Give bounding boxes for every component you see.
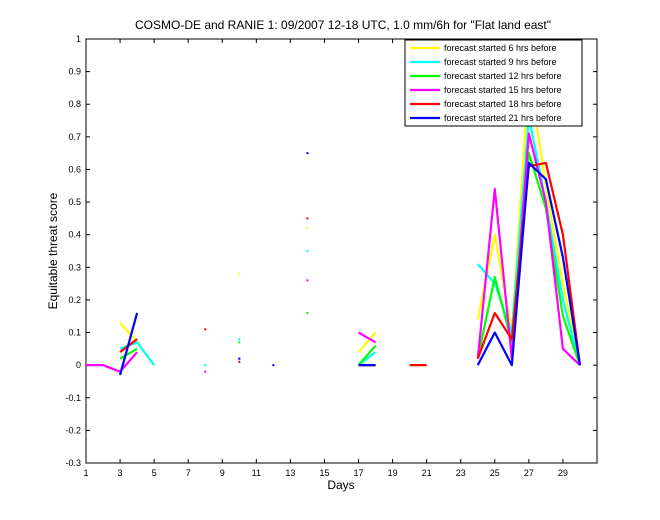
x-tick-label: 27 xyxy=(524,468,534,478)
x-axis-label: Days xyxy=(327,478,354,492)
x-tick-label: 21 xyxy=(422,468,432,478)
x-tick-label: 15 xyxy=(319,468,329,478)
series-point xyxy=(204,328,207,331)
y-tick-label: 0.8 xyxy=(68,99,81,109)
series-line xyxy=(357,344,377,366)
y-tick-label: 0.6 xyxy=(68,164,81,174)
y-axis-ticks: -0.3 -0.2 -0.1 0 0.1 0.2 0.3 0.4 0.5 0.6 0.7 0.8 0.9… xyxy=(65,34,597,468)
y-tick-label: 0.3 xyxy=(68,262,81,272)
y-tick-label: 0.2 xyxy=(68,295,81,305)
series-6 xyxy=(119,152,582,376)
x-tick-label: 5 xyxy=(152,468,157,478)
y-tick-label: 1 xyxy=(76,34,81,44)
x-tick-label: 1 xyxy=(83,468,88,478)
series-line xyxy=(476,152,582,366)
x-tick-label: 9 xyxy=(220,468,225,478)
y-tick-label: 0.5 xyxy=(68,197,81,207)
legend-label: forecast started 6 hrs before xyxy=(444,43,557,53)
series-line xyxy=(476,132,581,366)
x-tick-label: 13 xyxy=(285,468,295,478)
series-point xyxy=(306,279,309,282)
x-tick-label: 23 xyxy=(456,468,466,478)
legend-box xyxy=(404,39,583,127)
series-line xyxy=(86,351,138,373)
x-tick-label: 17 xyxy=(354,468,364,478)
y-tick-label: 0.7 xyxy=(68,132,81,142)
legend-label: forecast started 9 hrs before xyxy=(444,57,557,67)
x-tick-label: 19 xyxy=(388,468,398,478)
series-point xyxy=(272,364,275,367)
x-tick-label: 25 xyxy=(490,468,500,478)
y-tick-label: 0.1 xyxy=(68,328,81,338)
series-point xyxy=(306,217,309,220)
series-line xyxy=(119,312,139,376)
series-point xyxy=(238,360,241,363)
y-tick-label: -0.2 xyxy=(65,425,81,435)
y-tick-label: -0.3 xyxy=(65,458,81,468)
y-tick-label: 0.9 xyxy=(68,67,81,77)
series-point xyxy=(238,341,241,344)
series-line xyxy=(357,331,377,353)
y-tick-label: 0.4 xyxy=(68,230,81,240)
series-point xyxy=(306,250,309,252)
legend-label: forecast started 15 hrs before xyxy=(444,85,562,95)
y-tick-label: 0 xyxy=(76,360,81,370)
series-point xyxy=(238,338,241,341)
series-point xyxy=(238,357,241,360)
x-tick-label: 11 xyxy=(252,468,261,478)
legend-label: forecast started 12 hrs before xyxy=(444,71,562,81)
y-tick-label: -0.1 xyxy=(65,393,81,403)
chart-title: COSMO-DE and RANIE 1: 09/2007 12-18 UTC,… xyxy=(135,18,551,32)
x-tick-label: 3 xyxy=(118,468,123,478)
series-line xyxy=(357,331,377,344)
legend-label: forecast started 18 hrs before xyxy=(444,99,562,109)
series-point xyxy=(306,152,309,155)
series-line xyxy=(119,347,138,360)
series-point xyxy=(204,364,207,367)
legend-label: forecast started 21 hrs before xyxy=(444,113,562,123)
x-tick-label: 7 xyxy=(186,468,191,478)
series-point xyxy=(204,370,207,373)
series-point xyxy=(306,311,309,314)
legend: forecast started 6 hrs before forecast st… xyxy=(404,39,583,127)
series-line xyxy=(476,161,582,367)
series-3 xyxy=(119,152,582,366)
x-axis-ticks: 1 3 5 7 9 11 13 15 17 19 21 23 25 27 29 xyxy=(83,39,568,478)
series-point xyxy=(306,227,309,230)
series-4 xyxy=(86,132,581,373)
series-point xyxy=(238,272,241,275)
x-tick-label: 29 xyxy=(558,468,568,478)
y-axis-label: Equitable threat score xyxy=(46,192,60,309)
